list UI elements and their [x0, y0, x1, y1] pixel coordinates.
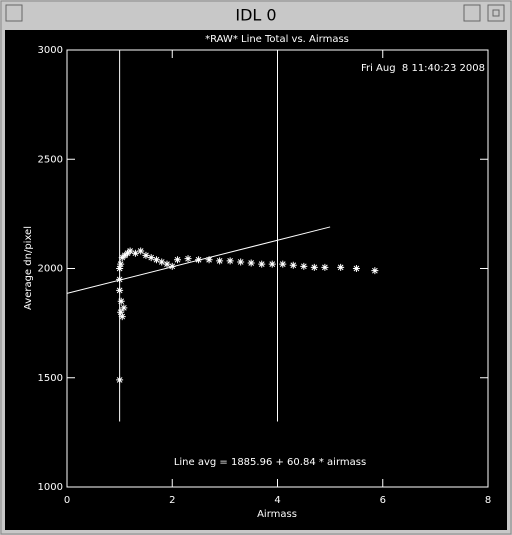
y-tick-label: 2500	[38, 154, 63, 165]
x-tick-label: 0	[64, 495, 70, 506]
y-tick-label: 3000	[38, 45, 63, 56]
data-point	[258, 260, 266, 268]
x-tick-label: 6	[380, 495, 386, 506]
data-point	[337, 263, 345, 271]
data-point	[300, 262, 308, 270]
data-point	[310, 263, 318, 271]
data-point	[205, 256, 213, 264]
data-point	[237, 258, 245, 266]
data-point	[371, 267, 379, 275]
fit-annotation: Line avg = 1885.96 + 60.84 * airmass	[174, 457, 366, 468]
data-point	[117, 260, 125, 268]
data-point	[321, 263, 329, 271]
data-point	[352, 265, 360, 272]
data-point	[163, 260, 171, 268]
data-point	[184, 255, 192, 263]
data-point	[116, 286, 124, 294]
data-point	[118, 313, 126, 321]
data-point	[174, 256, 182, 264]
maximize-button[interactable]	[487, 4, 505, 22]
data-point	[117, 297, 125, 305]
data-point	[120, 304, 128, 312]
data-point	[147, 254, 155, 262]
data-point	[158, 258, 166, 266]
y-tick-label: 1500	[38, 373, 63, 384]
plot-canvas	[5, 30, 507, 530]
x-tick-label: 2	[169, 495, 175, 506]
data-point	[116, 376, 124, 384]
data-point	[142, 251, 150, 259]
data-point	[137, 247, 145, 255]
window-title: IDL 0	[235, 6, 276, 25]
data-point	[279, 260, 287, 268]
data-point	[289, 261, 297, 269]
data-point	[116, 275, 124, 283]
data-point	[131, 249, 139, 257]
data-point	[168, 262, 176, 270]
maximize-icon	[492, 9, 500, 17]
chart-title: *RAW* Line Total vs. Airmass	[205, 34, 349, 45]
x-tick-label: 8	[485, 495, 491, 506]
data-point	[247, 259, 255, 267]
menu-button[interactable]	[5, 4, 23, 22]
x-axis-label: Airmass	[257, 509, 297, 520]
y-axis-label: Average dn/pixel	[23, 226, 34, 310]
y-tick-label: 2000	[38, 264, 63, 275]
data-point	[117, 308, 125, 316]
data-point	[268, 260, 276, 268]
y-tick-label: 1000	[38, 482, 63, 493]
data-point	[116, 265, 124, 272]
data-point	[126, 247, 134, 255]
data-point	[216, 257, 224, 265]
minimize-button[interactable]	[463, 4, 481, 22]
x-tick-label: 4	[274, 495, 280, 506]
data-point	[195, 256, 203, 264]
data-point	[152, 256, 160, 264]
date-label: Fri Aug 8 11:40:23 2008	[361, 63, 485, 74]
data-point	[226, 257, 234, 265]
